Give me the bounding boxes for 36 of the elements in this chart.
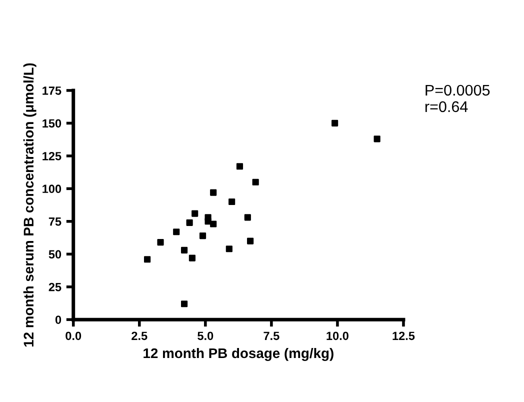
point [244,214,251,221]
point [226,246,232,252]
point [173,228,180,236]
point [180,300,188,308]
y-axis-title: 12 month serum PB concentration (μmol/L) [23,63,36,347]
x-tick-label: 10.0 [326,332,348,340]
point [186,219,193,226]
y-tick-label: 150 [42,119,62,128]
x-axis-title: 12 month PB dosage (mg/kg) [144,348,334,361]
y-tick-label: 125 [42,152,62,160]
point [252,178,259,186]
point [157,239,164,246]
text: P=0.0005 r=0.64 [425,84,490,112]
x-tick-label: 0.0 [66,332,82,340]
point [374,136,380,142]
point [247,238,254,244]
x-tick-label: 5.0 [198,332,214,340]
point [188,254,196,262]
y-tick-label: 100 [42,184,62,194]
point [144,256,151,263]
y-tick-label: 50 [48,250,62,259]
y-tick-label: 25 [48,282,62,292]
point [192,210,198,217]
y-tick-label: 175 [42,86,62,95]
x-tick-label: 12.5 [392,332,415,340]
point [332,120,338,126]
x-tick-label: 7.5 [264,332,280,340]
point [228,198,236,206]
point [210,189,217,196]
point [199,232,206,240]
x-tick-label: 2.5 [132,332,148,340]
point [236,163,244,170]
point [210,220,217,228]
y-tick-label: 0 [55,316,62,324]
y-tick-label: 75 [48,218,62,226]
point [180,246,188,254]
